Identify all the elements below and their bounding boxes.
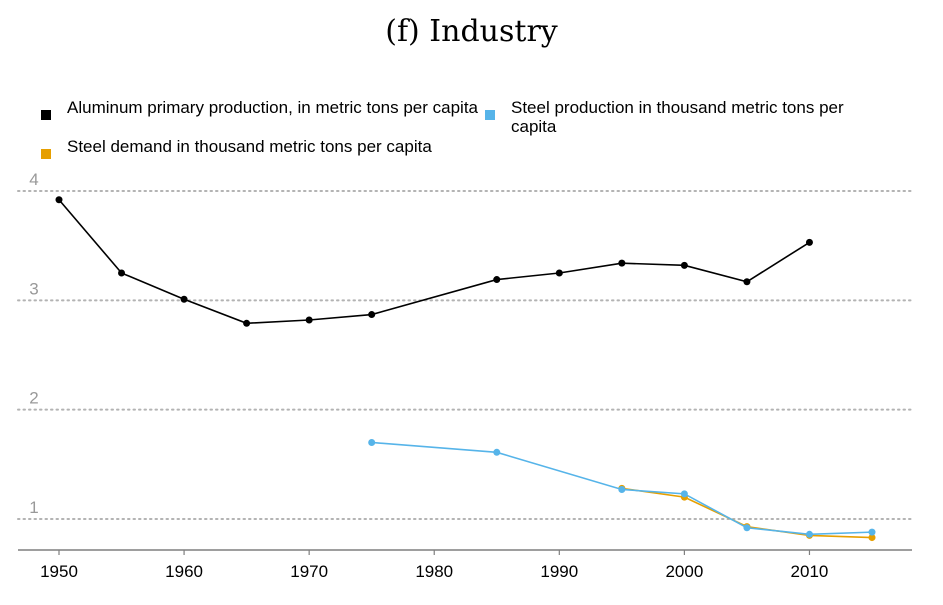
x-tick-label-1950: 1950 [40, 562, 78, 581]
data-point-aluminum-1970 [305, 316, 313, 324]
data-point-aluminum-1990 [555, 269, 563, 277]
data-point-aluminum-1960 [180, 295, 188, 303]
legend-label-aluminum: Aluminum primary production, in metric t… [67, 98, 478, 117]
data-point-aluminum-1955 [118, 269, 126, 277]
chart-title: (f) Industry [385, 14, 558, 49]
x-tick-label-2010: 2010 [791, 562, 829, 581]
x-axis: 1950 1960 1970 1980 1990 2000 2010 [18, 549, 912, 581]
y-tick-label-3: 3 [29, 279, 38, 298]
gridlines: 1 2 3 4 [17, 170, 913, 520]
y-tick-label-2: 2 [29, 389, 38, 408]
data-point-aluminum-1995 [618, 259, 626, 267]
data-point-steel-production-1985 [493, 448, 501, 456]
series-steel-production [368, 438, 876, 538]
x-tick-label-1980: 1980 [415, 562, 453, 581]
y-tick-label-4: 4 [29, 170, 38, 189]
data-point-aluminum-2000 [680, 261, 688, 269]
data-point-steel-production-1975 [368, 438, 376, 446]
data-point-aluminum-1975 [368, 311, 376, 319]
data-point-steel-production-2005 [743, 524, 751, 532]
x-tick-label-1960: 1960 [165, 562, 203, 581]
y-tick-label-1: 1 [29, 498, 38, 517]
x-tick-label-1990: 1990 [540, 562, 578, 581]
legend-item-steel-demand: Steel demand in thousand metric tons per… [41, 137, 487, 159]
data-point-aluminum-2010 [805, 238, 813, 246]
data-point-steel-demand-2015 [868, 534, 876, 542]
data-point-aluminum-1985 [493, 276, 501, 284]
series-aluminum [55, 196, 813, 327]
legend-label-steel-production: Steel production in thousand metric tons… [511, 98, 844, 136]
x-tick-label-1970: 1970 [290, 562, 328, 581]
data-point-steel-production-2010 [805, 530, 813, 538]
legend-swatch-steel-production [485, 110, 495, 120]
series-line-aluminum [58, 199, 810, 325]
data-point-steel-production-2000 [680, 490, 688, 498]
legend-label-steel-demand: Steel demand in thousand metric tons per… [67, 137, 432, 156]
data-point-aluminum-1965 [243, 319, 251, 327]
legend-item-aluminum: Aluminum primary production, in metric t… [41, 98, 487, 120]
series-layer [55, 196, 876, 542]
data-point-steel-production-1995 [618, 485, 626, 493]
legend-item-steel-production: Steel production in thousand metric tons… [485, 98, 891, 136]
legend-swatch-aluminum [41, 110, 51, 120]
data-point-steel-production-2015 [868, 528, 876, 536]
x-tick-label-2000: 2000 [665, 562, 703, 581]
legend-swatch-steel-demand [41, 149, 51, 159]
data-point-aluminum-1950 [55, 196, 63, 204]
data-point-aluminum-2005 [743, 278, 751, 286]
